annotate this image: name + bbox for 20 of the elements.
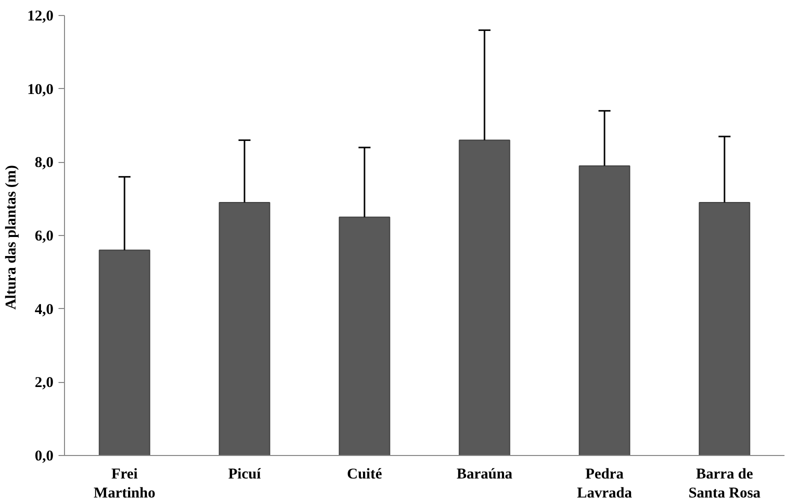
x-tick-label: Cuité (347, 466, 382, 482)
y-tick-label: 12,0 (27, 8, 54, 24)
x-tick-label: Picuí (228, 466, 262, 482)
bar (338, 216, 390, 456)
y-tick-label: 0,0 (34, 448, 54, 464)
x-tick-label: Pedra Lavrada (577, 466, 632, 502)
x-tick-label: Barra de Santa Rosa (688, 466, 762, 502)
x-tick-label: Frei Martinho (94, 466, 156, 502)
y-tick-label: 2,0 (34, 375, 54, 392)
bar (578, 165, 630, 456)
y-axis-title: Altura das plantas (m) (3, 165, 20, 310)
bar (218, 202, 270, 456)
y-tick-label: 10,0 (27, 82, 54, 98)
bar (698, 202, 750, 456)
bar (458, 140, 510, 456)
x-tick-label: Baraúna (456, 466, 513, 482)
y-tick-label: 8,0 (34, 155, 54, 172)
y-tick-label: 6,0 (34, 228, 54, 244)
y-tick-label: 4,0 (34, 302, 54, 318)
bar (98, 250, 150, 456)
